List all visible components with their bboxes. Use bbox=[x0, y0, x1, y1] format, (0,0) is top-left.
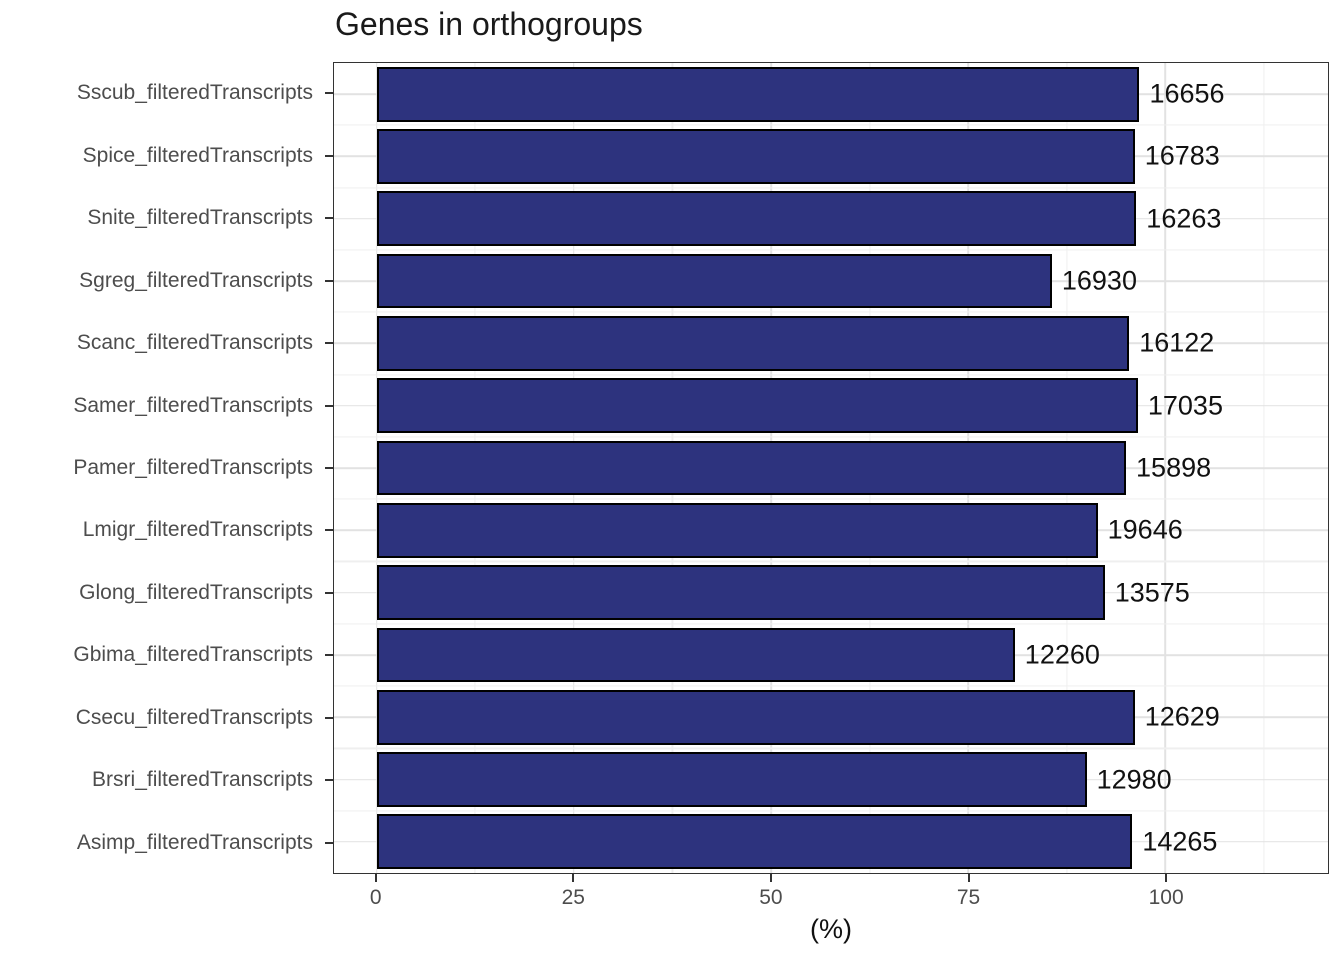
bar bbox=[376, 689, 1135, 745]
y-axis-label: Scanc_filteredTranscripts bbox=[76, 331, 313, 355]
bar bbox=[376, 315, 1130, 371]
x-tick-mark bbox=[374, 874, 377, 882]
x-tick-mark bbox=[1165, 874, 1168, 882]
bar-value-label: 19646 bbox=[1107, 514, 1183, 545]
y-tick-mark bbox=[325, 467, 333, 469]
gridline-y-minor bbox=[334, 623, 1328, 625]
y-tick-mark bbox=[325, 404, 333, 407]
bar-value-label: 16122 bbox=[1139, 327, 1215, 358]
gridline-y-minor bbox=[334, 249, 1328, 251]
y-tick-mark bbox=[325, 529, 333, 532]
bar bbox=[376, 129, 1135, 184]
y-axis-label: Snite_filteredTranscripts bbox=[87, 206, 313, 230]
y-axis-label: Spice_filteredTranscripts bbox=[82, 143, 313, 167]
bar bbox=[376, 378, 1138, 434]
y-axis-label: Samer_filteredTranscripts bbox=[73, 393, 313, 417]
bar-value-label: 16656 bbox=[1149, 78, 1225, 109]
x-tick-label: 50 bbox=[759, 886, 783, 909]
y-axis-label: Pamer_filteredTranscripts bbox=[73, 456, 313, 479]
plot-panel: 16656 16783 16263 16930 16122 17035 15898 19646… bbox=[333, 62, 1329, 874]
gridline-y-minor bbox=[334, 498, 1328, 500]
bar bbox=[376, 191, 1137, 247]
gridline-y-minor bbox=[334, 311, 1328, 313]
y-axis-label: Sscub_filteredTranscripts bbox=[76, 81, 313, 105]
bar bbox=[376, 253, 1052, 309]
x-tick-label: 0 bbox=[369, 886, 382, 909]
gridline-y-minor bbox=[334, 685, 1328, 687]
y-tick-mark bbox=[325, 342, 333, 345]
x-tick-mark bbox=[967, 874, 970, 882]
bar-value-label: 13575 bbox=[1114, 577, 1190, 608]
x-tick-label: 100 bbox=[1148, 886, 1184, 909]
y-tick-mark bbox=[325, 591, 333, 594]
bar bbox=[376, 627, 1015, 683]
bar-value-label: 16783 bbox=[1144, 140, 1220, 171]
x-tick-label: 25 bbox=[561, 886, 585, 909]
y-axis-label: Sgreg_filteredTranscripts bbox=[79, 268, 313, 292]
bar-value-label: 17035 bbox=[1147, 390, 1223, 421]
x-tick-label: 75 bbox=[956, 886, 981, 909]
y-axis: Sscub_filteredTranscripts Spice_filteredT… bbox=[0, 62, 333, 874]
gridline-y-minor bbox=[334, 810, 1328, 812]
bar-value-label: 16930 bbox=[1061, 265, 1137, 296]
bar bbox=[376, 565, 1105, 621]
x-tick-mark bbox=[769, 874, 772, 882]
y-tick-mark bbox=[325, 279, 333, 282]
gridline-y-minor bbox=[334, 373, 1328, 376]
y-axis-label: Glong_filteredTranscripts bbox=[79, 580, 313, 604]
y-axis-label: Csecu_filteredTranscripts bbox=[75, 705, 313, 729]
chart-title: Genes in orthogroups bbox=[335, 6, 643, 42]
x-axis: 0 25 50 75 100 bbox=[333, 874, 1329, 934]
y-tick-mark bbox=[325, 217, 333, 220]
bar-value-label: 14265 bbox=[1142, 826, 1218, 857]
bar bbox=[376, 440, 1127, 496]
bar bbox=[376, 66, 1140, 122]
x-axis-title: (%) bbox=[810, 914, 852, 944]
y-axis-label: Brsri_filteredTranscripts bbox=[92, 768, 313, 792]
bar-value-label: 12980 bbox=[1096, 764, 1172, 795]
bar-value-label: 15898 bbox=[1136, 452, 1212, 483]
y-tick-mark bbox=[325, 92, 333, 95]
y-axis-label: Gbima_filteredTranscripts bbox=[73, 643, 313, 667]
bar bbox=[376, 752, 1087, 807]
y-axis-label: Lmigr_filteredTranscripts bbox=[82, 518, 313, 542]
gridline-y-minor bbox=[334, 436, 1328, 438]
bar-value-label: 16263 bbox=[1146, 203, 1222, 234]
y-tick-mark bbox=[325, 654, 333, 657]
gridline-y-minor bbox=[334, 124, 1328, 126]
x-tick-mark bbox=[572, 874, 575, 882]
y-tick-mark bbox=[325, 841, 333, 844]
y-tick-mark bbox=[325, 154, 333, 157]
y-tick-mark bbox=[325, 779, 333, 782]
gridline-y-minor bbox=[334, 187, 1328, 189]
bar bbox=[376, 814, 1133, 870]
y-axis-label: Asimp_filteredTranscripts bbox=[76, 830, 313, 854]
gridline-y-minor bbox=[334, 747, 1328, 749]
bar-value-label: 12260 bbox=[1024, 639, 1100, 670]
bar-value-label: 12629 bbox=[1144, 701, 1220, 732]
bar bbox=[376, 502, 1098, 558]
y-tick-mark bbox=[325, 716, 333, 719]
gridline-y-minor bbox=[334, 560, 1328, 563]
